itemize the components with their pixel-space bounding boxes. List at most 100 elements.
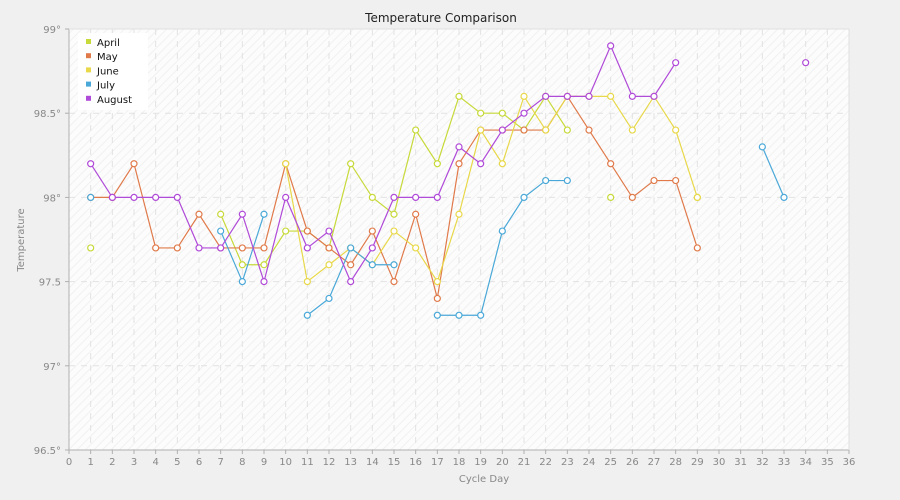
data-point[interactable] (260, 278, 268, 286)
data-point[interactable] (477, 160, 485, 168)
data-point[interactable] (87, 160, 95, 168)
legend-label[interactable]: May (97, 52, 118, 63)
data-point[interactable] (433, 193, 441, 201)
data-point[interactable] (390, 210, 398, 218)
data-point[interactable] (693, 193, 701, 201)
data-point[interactable] (412, 193, 420, 201)
data-point[interactable] (347, 244, 355, 252)
data-point[interactable] (325, 244, 333, 252)
data-point[interactable] (693, 244, 701, 252)
data-point[interactable] (520, 193, 528, 201)
data-point[interactable] (563, 92, 571, 100)
data-point[interactable] (87, 193, 95, 201)
data-point[interactable] (325, 261, 333, 269)
data-point[interactable] (390, 227, 398, 235)
data-point[interactable] (455, 143, 463, 151)
legend-label[interactable]: June (96, 66, 119, 77)
data-point[interactable] (585, 92, 593, 100)
data-point[interactable] (607, 193, 615, 201)
data-point[interactable] (542, 126, 550, 134)
data-point[interactable] (412, 244, 420, 252)
data-point[interactable] (303, 311, 311, 319)
data-point[interactable] (303, 244, 311, 252)
data-point[interactable] (498, 227, 506, 235)
data-point[interactable] (303, 227, 311, 235)
data-point[interactable] (347, 261, 355, 269)
data-point[interactable] (433, 294, 441, 303)
data-point[interactable] (607, 42, 615, 50)
data-point[interactable] (195, 244, 203, 252)
data-point[interactable] (477, 109, 485, 117)
data-point[interactable] (455, 160, 463, 168)
data-point[interactable] (455, 311, 463, 319)
data-point[interactable] (412, 126, 420, 134)
data-point[interactable] (130, 193, 138, 201)
data-point[interactable] (563, 176, 571, 185)
data-point[interactable] (390, 278, 398, 286)
data-point[interactable] (433, 160, 441, 168)
data-point[interactable] (520, 126, 528, 134)
data-point[interactable] (628, 126, 636, 134)
data-point[interactable] (650, 176, 658, 185)
data-point[interactable] (412, 210, 420, 218)
data-point[interactable] (585, 126, 593, 134)
data-point[interactable] (282, 227, 290, 235)
data-point[interactable] (368, 227, 376, 235)
data-point[interactable] (628, 92, 636, 100)
data-point[interactable] (217, 210, 225, 218)
data-point[interactable] (282, 193, 290, 201)
data-point[interactable] (455, 210, 463, 218)
data-point[interactable] (260, 261, 268, 269)
data-point[interactable] (347, 278, 355, 286)
data-point[interactable] (87, 244, 95, 252)
data-point[interactable] (152, 244, 160, 252)
data-point[interactable] (390, 261, 398, 269)
data-point[interactable] (455, 92, 463, 100)
data-point[interactable] (520, 92, 528, 100)
data-point[interactable] (520, 109, 528, 117)
data-point[interactable] (238, 210, 246, 218)
data-point[interactable] (282, 160, 290, 168)
data-point[interactable] (238, 261, 246, 269)
data-point[interactable] (498, 126, 506, 134)
data-point[interactable] (347, 160, 355, 168)
data-point[interactable] (325, 227, 333, 235)
data-point[interactable] (542, 176, 550, 185)
data-point[interactable] (628, 193, 636, 201)
data-point[interactable] (607, 92, 615, 100)
data-point[interactable] (650, 92, 658, 100)
data-point[interactable] (433, 311, 441, 319)
data-point[interactable] (758, 143, 766, 151)
data-point[interactable] (260, 210, 268, 218)
legend-label[interactable]: August (97, 95, 132, 106)
data-point[interactable] (542, 92, 550, 100)
data-point[interactable] (217, 227, 225, 235)
data-point[interactable] (433, 278, 441, 286)
data-point[interactable] (325, 294, 333, 303)
data-point[interactable] (260, 244, 268, 252)
data-point[interactable] (303, 278, 311, 286)
data-point[interactable] (173, 244, 181, 252)
data-point[interactable] (498, 160, 506, 168)
legend-label[interactable]: April (97, 38, 120, 49)
data-point[interactable] (477, 126, 485, 134)
data-point[interactable] (672, 126, 680, 134)
data-point[interactable] (802, 59, 810, 67)
data-point[interactable] (173, 193, 181, 201)
data-point[interactable] (607, 160, 615, 168)
data-point[interactable] (368, 193, 376, 201)
data-point[interactable] (238, 244, 246, 252)
data-point[interactable] (672, 176, 680, 185)
data-point[interactable] (390, 193, 398, 201)
data-point[interactable] (498, 109, 506, 117)
data-point[interactable] (108, 193, 116, 201)
data-point[interactable] (195, 210, 203, 218)
data-point[interactable] (477, 311, 485, 319)
data-point[interactable] (130, 160, 138, 168)
data-point[interactable] (780, 193, 788, 201)
data-point[interactable] (672, 59, 680, 67)
data-point[interactable] (217, 244, 225, 252)
data-point[interactable] (238, 278, 246, 286)
data-point[interactable] (368, 261, 376, 269)
data-point[interactable] (368, 244, 376, 252)
